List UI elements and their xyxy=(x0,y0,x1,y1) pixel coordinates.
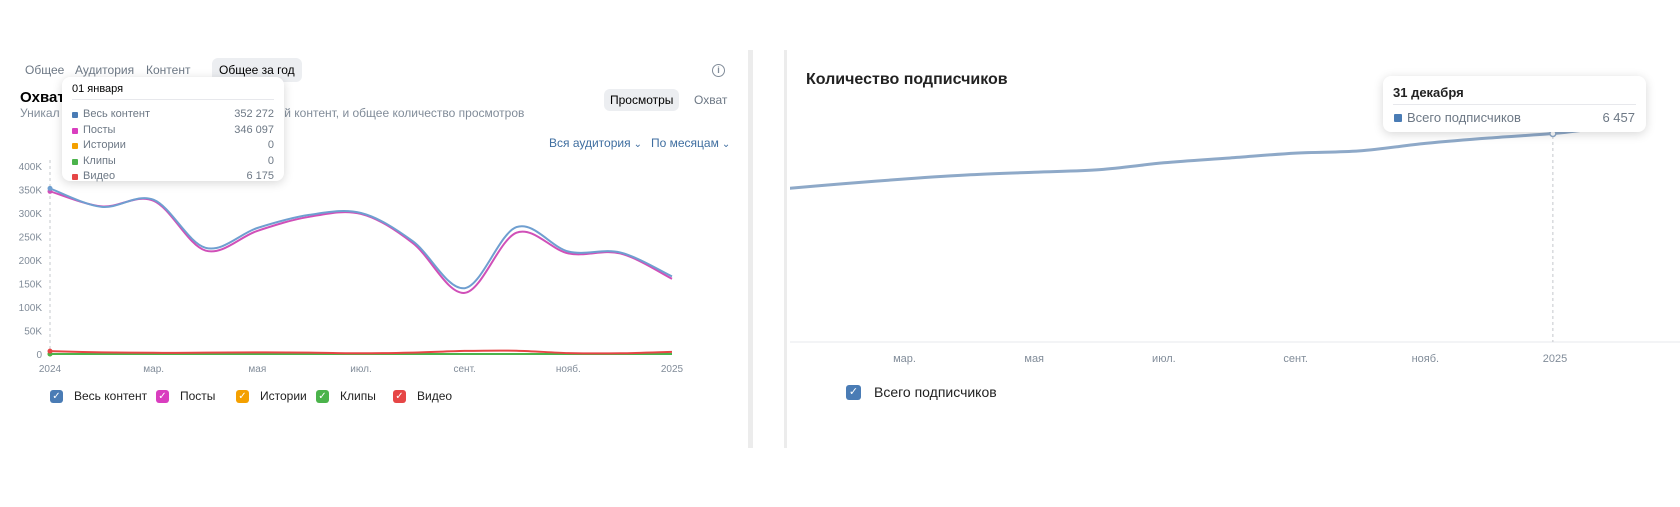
tooltip-date: 01 января xyxy=(72,83,124,95)
y-tick-label: 350K xyxy=(19,186,43,197)
chevron-down-icon: ⌄ xyxy=(721,139,731,150)
x-tick-label: мар. xyxy=(893,353,916,365)
subtitle-start: Уникал xyxy=(20,106,60,120)
tab-audience[interactable]: Аудитория xyxy=(75,63,135,77)
subscribers-series-line xyxy=(790,128,1585,190)
checkbox-icon[interactable]: ✓ xyxy=(156,390,169,403)
x-tick-label: сент. xyxy=(453,364,475,375)
x-tick-label: мая xyxy=(248,364,266,375)
tooltip-series-value: 352 272 xyxy=(234,108,274,120)
subscribers-line-chart[interactable]: 01K2K3K4K5K6K7K2024мар.маяиюл.сент.нояб.… xyxy=(790,50,1680,448)
period-dropdown-label: По месяцам xyxy=(651,136,719,150)
panel-divider xyxy=(748,50,753,448)
legend-label: Истории xyxy=(260,389,307,403)
subscribers-title: Количество подписчиков xyxy=(806,71,1008,88)
audience-dropdown-label: Вся аудитория xyxy=(549,136,631,150)
subscribers-panel: Количество подписчиков 01K2K3K4K5K6K7K20… xyxy=(790,50,1680,448)
subtitle-end: ный контент, и общее количество просмотр… xyxy=(269,106,525,120)
y-tick-label: 50K xyxy=(24,327,42,338)
x-tick-label: 2025 xyxy=(661,364,684,375)
audience-dropdown[interactable]: Вся аудитория ⌄ xyxy=(549,136,642,150)
tooltip-divider xyxy=(1393,104,1636,105)
tooltip-series-label: Клипы xyxy=(83,154,116,167)
legend-label: Посты xyxy=(180,389,216,403)
y-tick-label: 300K xyxy=(19,209,43,220)
checkbox-icon[interactable]: ✓ xyxy=(393,390,406,403)
tooltip-divider xyxy=(72,99,274,100)
x-tick-label: мая xyxy=(1024,353,1044,365)
y-tick-label: 400K xyxy=(19,162,43,173)
y-tick-label: 200K xyxy=(19,256,43,267)
x-tick-label: июл. xyxy=(1152,353,1176,365)
reach-panel: Общее Аудитория Контент Общее за год i О… xyxy=(4,50,748,448)
checkbox-icon[interactable]: ✓ xyxy=(316,390,329,403)
checkbox-icon[interactable]: ✓ xyxy=(846,385,861,400)
x-tick-label: сент. xyxy=(1283,353,1308,365)
tooltip-series-marker xyxy=(72,112,78,118)
y-tick-label: 250K xyxy=(19,233,43,244)
tooltip-series-label: Видео xyxy=(83,170,116,182)
views-toggle[interactable]: Просмотры xyxy=(604,89,680,111)
period-dropdown[interactable]: По месяцам ⌄ xyxy=(651,136,730,150)
legend-label: Весь контент xyxy=(74,389,148,403)
legend-label: Клипы xyxy=(340,389,376,403)
tooltip-series-value: 6 175 xyxy=(246,170,274,182)
tooltip-series-value: 6 457 xyxy=(1602,110,1635,125)
x-tick-label: нояб. xyxy=(1412,353,1440,365)
tooltip-series-label: Весь контент xyxy=(83,108,151,120)
checkbox-icon[interactable]: ✓ xyxy=(236,390,249,403)
x-tick-label: 2025 xyxy=(1543,353,1567,365)
tooltip-series-marker xyxy=(72,127,78,134)
tooltip-series-value: 0 xyxy=(267,154,274,167)
reach-toggle[interactable]: Охват xyxy=(694,93,728,107)
tooltip-series-marker xyxy=(72,174,78,180)
tab-general[interactable]: Общее xyxy=(25,63,65,77)
tooltip-series-marker xyxy=(72,158,78,165)
tooltip-series-value: 0 xyxy=(267,139,274,151)
tooltip-series-label: Всего подписчиков xyxy=(1407,110,1521,125)
tooltip-series-label: Посты xyxy=(83,123,116,136)
reach-line-chart[interactable]: 0 50K 100K 150K 200K 250K 300K 350K 400K 2024 мар.… xyxy=(4,50,748,448)
panel-divider xyxy=(784,50,787,448)
legend-label: Всего подписчиков xyxy=(874,384,997,400)
x-tick-label: нояб. xyxy=(556,363,581,375)
tooltip-series-marker xyxy=(72,143,78,149)
checkbox-icon[interactable]: ✓ xyxy=(50,390,63,403)
chevron-down-icon: ⌄ xyxy=(633,139,642,150)
legend-label: Видео xyxy=(417,389,453,403)
subscribers-tooltip: 31 декабря Всего подписчиков 6 457 xyxy=(1383,76,1646,132)
tooltip-series-value: 346 097 xyxy=(234,123,274,136)
info-icon[interactable]: i xyxy=(712,64,725,77)
tooltip-series-marker xyxy=(1394,114,1402,122)
x-tick-label: июл. xyxy=(350,364,371,375)
data-point xyxy=(47,185,53,191)
series-line-4 xyxy=(49,349,673,355)
series-line-0 xyxy=(49,187,673,290)
tooltip-series-label: Истории xyxy=(83,139,126,151)
series-line-1 xyxy=(49,190,673,294)
chart-title: Охват xyxy=(20,89,65,106)
y-tick-label: 150K xyxy=(19,280,43,291)
data-point xyxy=(47,348,53,354)
tooltip-date: 31 декабря xyxy=(1393,85,1464,100)
chart-tooltip: 01 января Весь контент 352 272 Посты 346 09… xyxy=(62,77,284,182)
y-tick-label: 0 xyxy=(36,350,42,361)
tab-content[interactable]: Контент xyxy=(146,63,191,77)
x-tick-label: мар. xyxy=(143,364,164,375)
y-tick-label: 100K xyxy=(19,303,43,314)
x-tick-label: 2024 xyxy=(39,364,62,375)
